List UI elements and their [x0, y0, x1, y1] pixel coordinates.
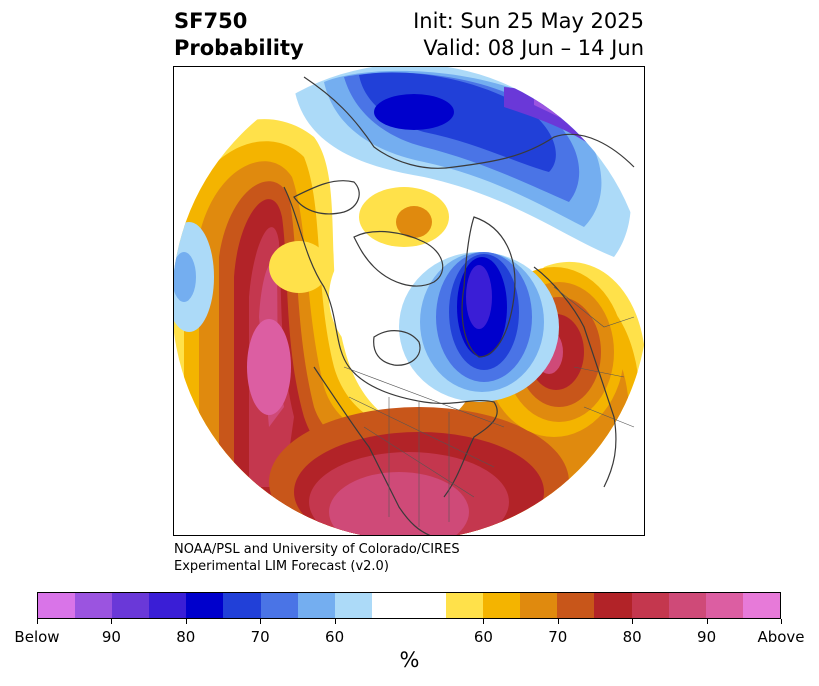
colorbar-tickmark [781, 619, 782, 624]
credit-line-2: Experimental LIM Forecast (v2.0) [174, 559, 389, 574]
colorbar-segment [705, 593, 743, 618]
us-anomaly-4 [329, 472, 469, 535]
colorbar-tick-label: Below [14, 628, 60, 646]
colorbar-tick-label: Above [757, 628, 805, 646]
colorbar-segment [297, 593, 335, 618]
canada-anomaly-core [396, 206, 432, 238]
colorbar-tick-label: 70 [250, 628, 270, 646]
colorbar-tick-label: 90 [697, 628, 717, 646]
colorbar-tickmark [37, 619, 38, 624]
colorbar-tick-label: 70 [548, 628, 568, 646]
colorbar-tickmark [260, 619, 262, 624]
title-left: SF750 Probability [174, 8, 304, 62]
colorbar-segment [742, 593, 780, 618]
colorbar-segment [186, 593, 224, 618]
colorbar-segment [408, 593, 447, 618]
colorbar-unit: % [399, 648, 420, 672]
forecast-map [174, 67, 644, 535]
colorbar-segment [38, 593, 76, 618]
colorbar [37, 592, 781, 619]
map-panel [173, 66, 645, 536]
colorbar-segment [223, 593, 261, 618]
colorbar-tick-labels: Below 90 80 70 60 60 70 80 90 Above [0, 628, 819, 648]
valid-range: Valid: 08 Jun – 14 Jun [423, 36, 644, 60]
colorbar-segment [75, 593, 113, 618]
colorbar-tick-label: 60 [325, 628, 345, 646]
colorbar-tickmark [483, 619, 485, 624]
colorbar-tick-label: 90 [101, 628, 121, 646]
pacific-anomaly-core [247, 319, 291, 415]
colorbar-tick-label: 60 [473, 628, 493, 646]
variable-type: Probability [174, 36, 304, 60]
colorbar-segment [260, 593, 298, 618]
colorbar-segment [334, 593, 372, 618]
hudson-anomaly [269, 241, 329, 293]
arctic-anomaly-5 [374, 94, 454, 130]
title-right: Init: Sun 25 May 2025 Valid: 08 Jun – 14… [413, 8, 644, 62]
colorbar-segment [520, 593, 558, 618]
colorbar-segment [446, 593, 484, 618]
probability-field [174, 67, 644, 535]
colorbar-tickmark [111, 619, 113, 624]
west-pacific-anomaly-core [174, 252, 196, 302]
colorbar-tickmark [706, 619, 708, 624]
colorbar-tickmark [334, 619, 336, 624]
atlantic-anomaly-core [466, 265, 492, 329]
credit-line-1: NOAA/PSL and University of Colorado/CIRE… [174, 542, 460, 557]
variable-name: SF750 [174, 9, 248, 33]
colorbar-segment [371, 593, 409, 618]
colorbar-segment [483, 593, 521, 618]
credit-text: NOAA/PSL and University of Colorado/CIRE… [174, 541, 460, 575]
colorbar-segment [594, 593, 632, 618]
colorbar-segment [149, 593, 187, 618]
colorbar-segment [112, 593, 150, 618]
colorbar-tick-label: 80 [622, 628, 642, 646]
colorbar-tickmark [185, 619, 187, 624]
colorbar-tickmark [632, 619, 634, 624]
colorbar-tick-label: 80 [176, 628, 196, 646]
colorbar-segment [557, 593, 595, 618]
political-borders [343, 286, 635, 527]
colorbar-tickmark [557, 619, 559, 624]
colorbar-segment [631, 593, 669, 618]
colorbar-segment [668, 593, 706, 618]
init-date: Init: Sun 25 May 2025 [413, 9, 644, 33]
coastlines [283, 76, 635, 535]
